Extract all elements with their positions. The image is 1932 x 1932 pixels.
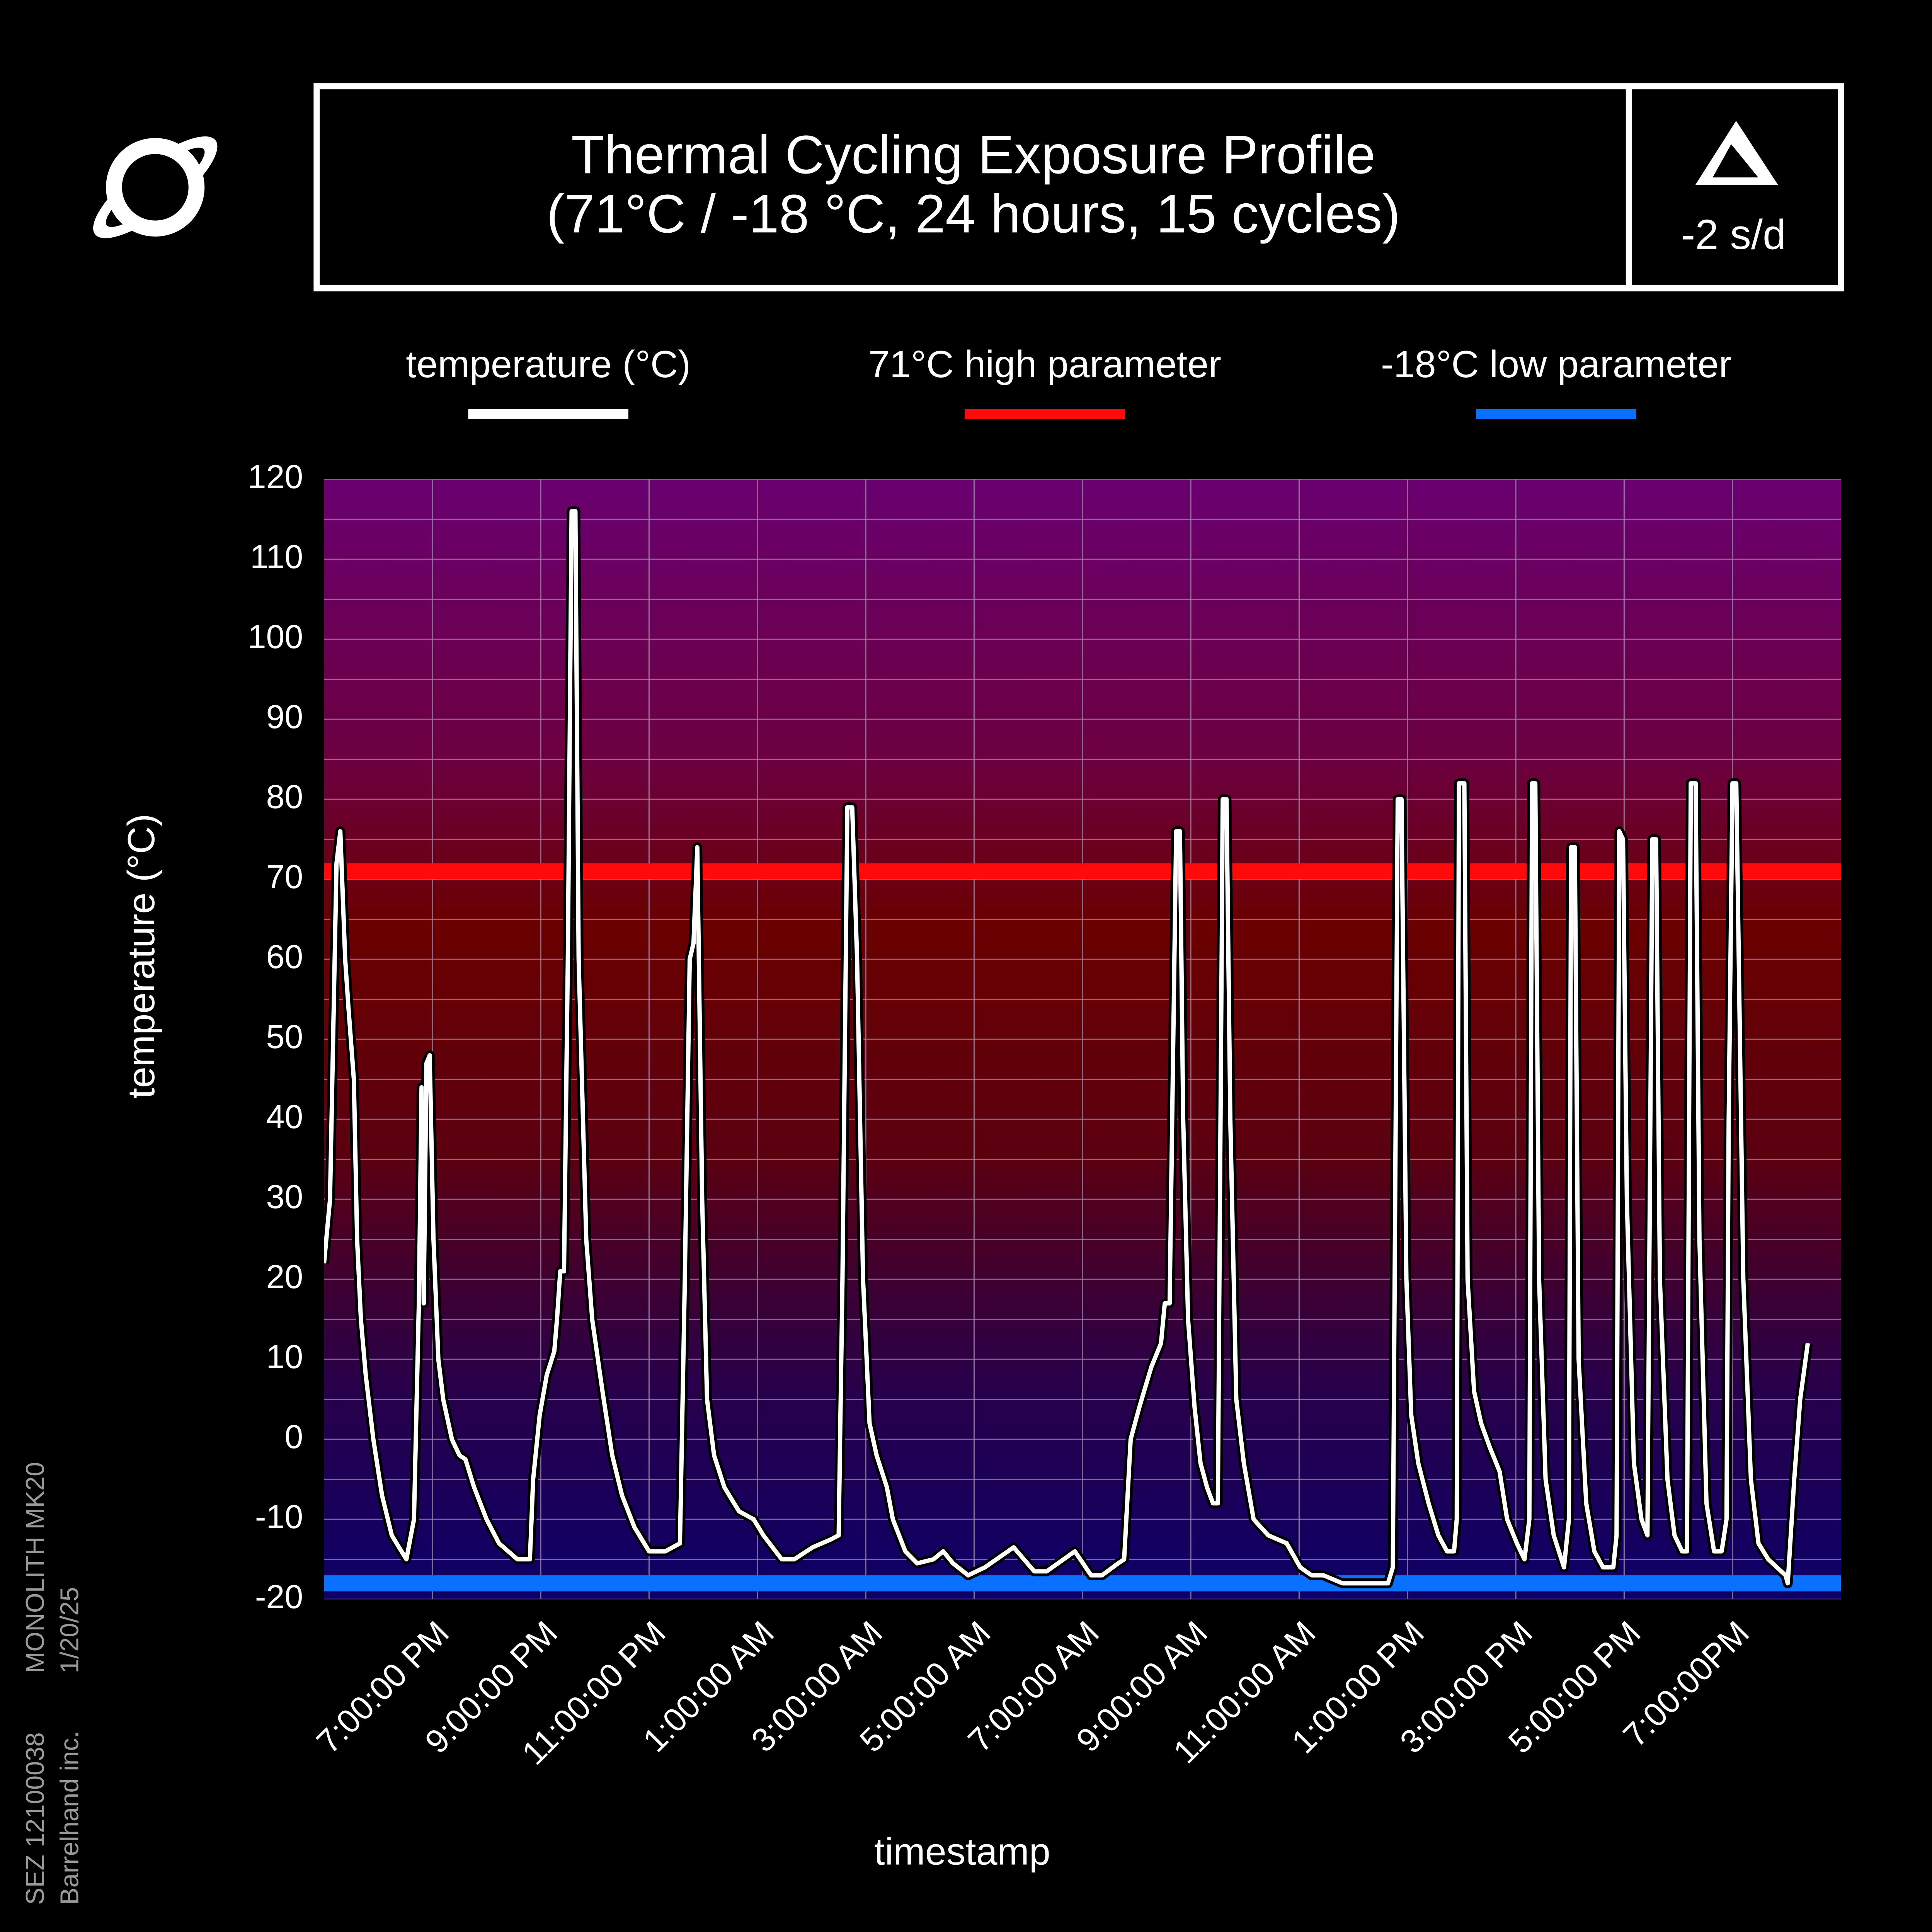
serial-note: SEZ 12100038	[20, 1732, 49, 1905]
y-tick-label: 70	[266, 858, 303, 895]
chart-title: Thermal Cycling Exposure Profile	[571, 124, 1375, 185]
y-axis-label: temperature (°C)	[120, 814, 162, 1098]
badge-label: -2 s/d	[1681, 211, 1786, 258]
legend-label: -18°C low parameter	[1381, 343, 1731, 385]
y-tick-label: 50	[266, 1018, 303, 1055]
model-note: MONOLITH MK20	[20, 1462, 49, 1673]
y-tick-label: 110	[250, 538, 303, 575]
logo	[93, 136, 218, 238]
legend-label: 71°C high parameter	[868, 343, 1221, 385]
legend-swatch	[1476, 409, 1636, 419]
y-tick-label: 30	[266, 1178, 303, 1215]
legend-swatch	[965, 409, 1125, 419]
y-tick-label: 120	[248, 458, 303, 495]
y-tick-label: 80	[266, 778, 303, 815]
legend-swatch	[468, 409, 628, 419]
y-tick-label: -20	[255, 1578, 303, 1615]
y-tick-label: 0	[284, 1418, 303, 1455]
y-tick-label: 40	[266, 1098, 303, 1135]
delta-icon	[1695, 121, 1778, 185]
x-axis-label: timestamp	[874, 1830, 1050, 1872]
chart-subtitle: (71°C / -18 °C, 24 hours, 15 cycles)	[546, 183, 1400, 244]
y-tick-label: 20	[266, 1258, 303, 1295]
legend-label: temperature (°C)	[406, 343, 691, 385]
title-box	[313, 83, 1844, 291]
y-tick-label: -10	[255, 1498, 303, 1535]
date-note: 1/20/25	[55, 1587, 84, 1673]
y-tick-label: 90	[266, 698, 303, 735]
y-tick-label: 10	[266, 1338, 303, 1375]
temperature-line	[324, 509, 1810, 1586]
y-tick-label: 60	[266, 938, 303, 975]
y-tick-label: 100	[248, 618, 303, 655]
maker-note: Barrelhand inc.	[55, 1731, 84, 1905]
